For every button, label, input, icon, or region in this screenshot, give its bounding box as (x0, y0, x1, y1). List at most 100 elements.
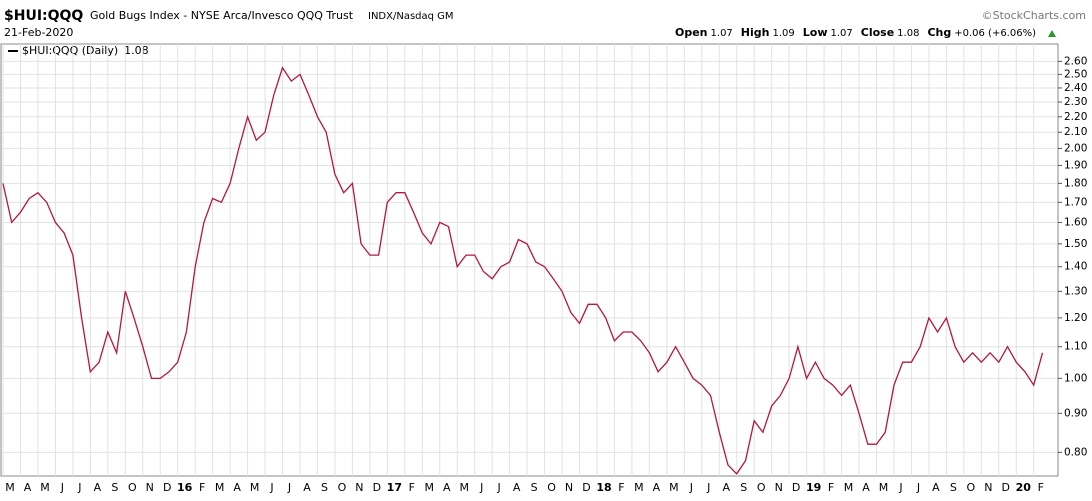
quote-label: Open (675, 26, 708, 39)
quote-value: 1.07 (711, 28, 733, 39)
up-arrow (1048, 30, 1056, 37)
x-tick-label: F (199, 481, 205, 494)
x-tick-label: M (669, 481, 679, 494)
plot-frame (0, 43, 1059, 477)
x-tick-label: A (24, 481, 32, 494)
x-tick-label: A (932, 481, 940, 494)
x-tick-label: J (77, 481, 81, 494)
source: ©StockCharts.com (982, 9, 1086, 22)
x-tick-label: 18 (596, 481, 611, 494)
price-line (2, 66, 1044, 475)
date: 21-Feb-2020 (4, 26, 73, 39)
x-tick-label: J (269, 481, 273, 494)
quote-value: 1.07 (830, 28, 852, 39)
quote-label: Close (861, 26, 894, 39)
legend-value: 1.08 (124, 44, 149, 57)
y-tick-label: 2.30 (1064, 96, 1087, 108)
x-tick-label: D (1002, 481, 1010, 494)
x-tick-label: O (338, 481, 347, 494)
y-tick-label: 0.80 (1064, 446, 1087, 458)
symbol: $HUI:QQQ (4, 8, 83, 24)
x-tick-label: 16 (177, 481, 193, 494)
y-tick-label: 1.60 (1064, 216, 1087, 228)
quote-label: Low (803, 26, 828, 39)
x-tick-label: M (459, 481, 469, 494)
x-tick-label: F (409, 481, 415, 494)
x-tick-label: O (757, 481, 766, 494)
x-tick-label: M (844, 481, 854, 494)
y-tick-label: 1.50 (1064, 238, 1087, 250)
x-tick-label: S (321, 481, 328, 494)
y-tick-label: 1.40 (1064, 261, 1087, 273)
x-tick-label: A (653, 481, 661, 494)
x-tick-label: 17 (387, 481, 402, 494)
x-tick-label: N (355, 481, 363, 494)
x-tick-label: N (146, 481, 154, 494)
exchange: INDX/Nasdaq GM (368, 11, 454, 22)
x-tick-label: M (5, 481, 15, 494)
x-tick-label: A (723, 481, 731, 494)
x-tick-label: J (706, 481, 710, 494)
chart-title: Gold Bugs Index - NYSE Arca/Invesco QQQ … (90, 9, 354, 22)
y-tick-label: 2.10 (1064, 126, 1087, 138)
quote-label: High (741, 26, 770, 39)
x-tick-label: O (547, 481, 556, 494)
x-tick-label: J (497, 481, 501, 494)
quote-value: 1.08 (897, 28, 919, 39)
x-tick-label: N (565, 481, 573, 494)
y-tick-label: 2.40 (1064, 82, 1087, 94)
x-tick-label: A (303, 481, 311, 494)
x-tick-label: A (233, 481, 241, 494)
x-tick-label: D (582, 481, 590, 494)
y-tick-label: 1.90 (1064, 159, 1087, 171)
x-tick-label: J (60, 481, 64, 494)
y-tick-label: 2.20 (1064, 111, 1087, 123)
quote-value: 1.09 (772, 28, 794, 39)
x-tick-label: M (40, 481, 50, 494)
x-tick-label: S (950, 481, 957, 494)
x-tick-label: M (879, 481, 889, 494)
y-tick-label: 2.50 (1064, 68, 1087, 80)
quote: Open 1.07 High 1.09 Low 1.07 Close 1.08 Chg +0.06… (675, 26, 1036, 39)
x-tick-label: A (443, 481, 451, 494)
y-tick-label: 1.00 (1064, 372, 1087, 384)
y-tick-label: 1.70 (1064, 196, 1087, 208)
y-tick-label: 1.20 (1064, 312, 1087, 324)
y-tick-label: 0.90 (1064, 407, 1087, 419)
legend-label: $HUI:QQQ (Daily) (22, 44, 118, 57)
quote-value: +0.06 (+6.06%) (954, 28, 1036, 39)
x-tick-label: J (479, 481, 483, 494)
x-tick-label: S (740, 481, 747, 494)
x-tick-label: N (984, 481, 992, 494)
x-tick-label: A (513, 481, 521, 494)
x-tick-label: F (1038, 481, 1044, 494)
quote-label: Chg (927, 26, 951, 39)
x-tick-label: M (425, 481, 435, 494)
x-tick-label: D (163, 481, 171, 494)
x-tick-label: J (916, 481, 920, 494)
x-tick-label: J (689, 481, 693, 494)
x-tick-label: D (373, 481, 381, 494)
x-tick-label: M (634, 481, 644, 494)
x-tick-label: N (775, 481, 783, 494)
x-tick-label: F (828, 481, 834, 494)
x-tick-label: A (94, 481, 102, 494)
x-tick-label: O (967, 481, 976, 494)
y-tick-label: 2.60 (1064, 55, 1087, 67)
y-tick-label: 1.10 (1064, 341, 1087, 353)
x-tick-label: M (250, 481, 260, 494)
x-tick-label: S (111, 481, 118, 494)
x-tick-label: 19 (806, 481, 821, 494)
x-tick-label: M (215, 481, 225, 494)
x-tick-label: J (898, 481, 902, 494)
y-tick-label: 2.00 (1064, 142, 1087, 154)
x-tick-label: D (792, 481, 800, 494)
x-tick-label: J (287, 481, 291, 494)
y-tick-label: 1.80 (1064, 177, 1087, 189)
x-tick-label: O (128, 481, 137, 494)
y-tick-label: 1.30 (1064, 285, 1087, 297)
x-tick-label: A (862, 481, 870, 494)
x-tick-label: F (618, 481, 624, 494)
x-tick-label: S (531, 481, 538, 494)
